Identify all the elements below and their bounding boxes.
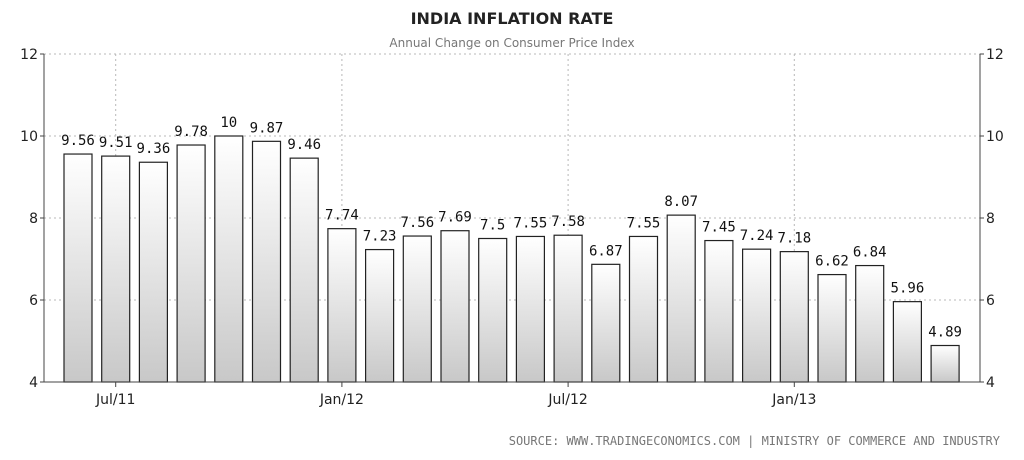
data-label: 9.56: [61, 133, 95, 149]
bar: [251, 140, 282, 383]
y-tick-label-left: 6: [29, 293, 38, 309]
bar: [855, 264, 885, 383]
bar: [628, 235, 659, 383]
bar: [666, 214, 696, 383]
bar: [101, 155, 131, 383]
data-label: 9.36: [137, 141, 171, 157]
bar: [930, 344, 960, 383]
data-label: 10: [220, 115, 237, 131]
data-label: 7.18: [777, 231, 811, 247]
data-label: 7.55: [627, 215, 661, 231]
data-label: 7.55: [514, 215, 548, 231]
data-label: 9.87: [250, 120, 284, 136]
data-label: 8.07: [664, 194, 698, 210]
bar: [365, 248, 395, 383]
bar: [817, 273, 847, 383]
bar: [478, 237, 508, 383]
data-label: 7.5: [480, 218, 505, 234]
chart-subtitle: Annual Change on Consumer Price Index: [389, 36, 634, 50]
data-label: 6.84: [853, 245, 887, 261]
data-label: 7.24: [740, 228, 774, 244]
data-label: 6.87: [589, 243, 623, 259]
bar: [515, 235, 546, 383]
data-label: 7.69: [438, 210, 472, 226]
bar: [289, 157, 319, 383]
x-tick-label: Jan/12: [319, 392, 364, 408]
data-label: 7.56: [400, 215, 434, 231]
y-tick-label-right: 10: [986, 129, 1004, 145]
data-label: 4.89: [928, 325, 962, 341]
data-label: 9.78: [174, 124, 208, 140]
bar: [176, 144, 206, 383]
x-tick-label: Jul/11: [95, 392, 135, 408]
y-tick-label-left: 12: [20, 47, 38, 63]
bar: [138, 161, 168, 383]
bar: [440, 230, 470, 383]
bar: [63, 153, 93, 383]
y-tick-label-left: 10: [20, 129, 38, 145]
y-tick-label-right: 6: [986, 293, 995, 309]
y-tick-label-left: 8: [29, 211, 38, 227]
data-label: 7.58: [551, 214, 585, 230]
bar: [553, 234, 583, 383]
bar: [402, 235, 432, 383]
data-label: 9.51: [99, 135, 133, 151]
bars: [63, 135, 960, 383]
data-label: 9.46: [287, 137, 321, 153]
bar: [741, 248, 772, 383]
axes: 4 4 6 6 8 8 10 10 12 12 Jul/11 Jan/12 Jul/12 Jan/13: [20, 47, 1004, 408]
y-tick-label-right: 4: [986, 375, 995, 391]
data-label: 7.23: [363, 229, 397, 245]
x-tick-label: Jul/12: [547, 392, 587, 408]
bar: [779, 251, 809, 383]
chart-title: INDIA INFLATION RATE: [411, 9, 614, 28]
y-tick-label-right: 8: [986, 211, 995, 227]
data-label: 7.74: [325, 208, 359, 224]
bar: [591, 263, 621, 383]
bar: [214, 135, 244, 383]
bar: [892, 301, 923, 383]
y-tick-label-right: 12: [986, 47, 1004, 63]
y-tick-label-left: 4: [29, 375, 38, 391]
x-tick-label: Jan/13: [771, 392, 816, 408]
source-note: SOURCE: WWW.TRADINGECONOMICS.COM | MINIS…: [509, 434, 1001, 448]
bar: [327, 228, 357, 383]
bar: [704, 239, 734, 383]
data-label: 6.62: [815, 254, 849, 270]
data-label: 7.45: [702, 220, 736, 236]
data-label: 5.96: [891, 281, 925, 297]
